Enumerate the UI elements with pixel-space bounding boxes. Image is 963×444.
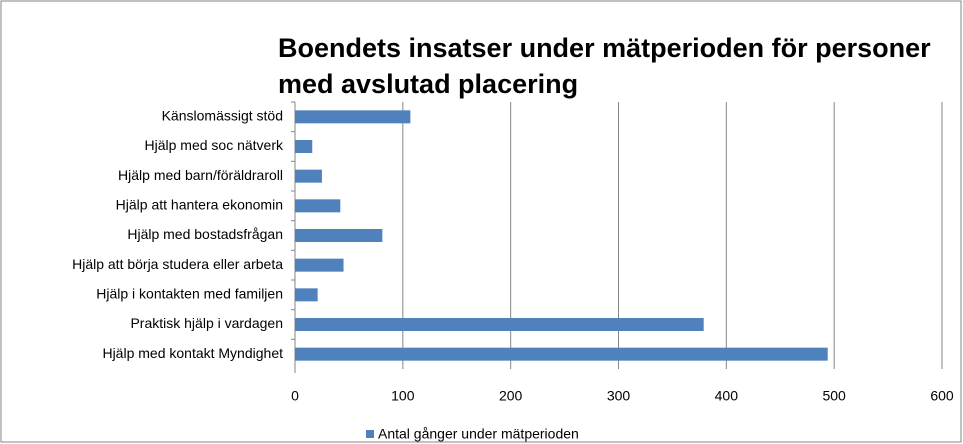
y-tick-label: Känslomässigt stöd: [162, 108, 283, 124]
y-tick-label: Hjälp i kontakten med familjen: [96, 286, 283, 302]
y-tick-label: Hjälp med kontakt Myndighet: [102, 345, 283, 361]
bar: [295, 140, 313, 153]
bar: [295, 199, 341, 213]
bar: [295, 347, 828, 361]
x-tick-label: 200: [499, 388, 523, 404]
y-tick-label: Hjälp med barn/föräldraroll: [118, 167, 283, 183]
x-tick-label: 400: [715, 388, 739, 404]
x-tick-label: 600: [930, 388, 954, 404]
bar: [295, 318, 704, 331]
bar: [295, 229, 383, 242]
x-tick-label: 0: [291, 388, 299, 404]
legend-label: Antal gånger under mätperioden: [378, 426, 579, 442]
y-tick-label: Hjälp med bostadsfrågan: [127, 226, 283, 242]
chart-title: med avslutad placering: [278, 69, 578, 99]
x-tick-label: 100: [391, 388, 415, 404]
x-tick-label: 300: [607, 388, 631, 404]
y-tick-label: Praktisk hjälp i vardagen: [130, 315, 283, 331]
bar: [295, 110, 411, 124]
x-tick-label: 500: [822, 388, 846, 404]
bar: [295, 258, 344, 272]
chart-title: Boendets insatser under mätperioden för …: [278, 33, 931, 63]
y-tick-label: Hjälp att börja studera eller arbeta: [72, 256, 283, 272]
legend-swatch: [366, 430, 374, 438]
bar: [295, 288, 318, 302]
y-tick-label: Hjälp med soc nätverk: [144, 137, 284, 153]
bar: [295, 169, 322, 183]
y-tick-label: Hjälp att hantera ekonomin: [116, 197, 283, 213]
